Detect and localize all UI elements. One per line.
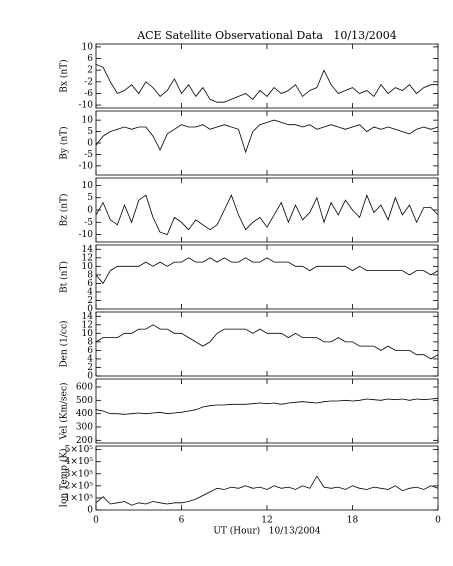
y-axis-label: Vel (Km/sec) [59, 382, 70, 440]
x-tick-label: 0 [435, 516, 441, 526]
y-tick-label: 5 [87, 193, 93, 203]
panel-frame [95, 110, 439, 176]
y-tick-label: -6 [84, 89, 93, 99]
y-axis-label: Ion Temp (K) [59, 448, 70, 507]
data-line [95, 397, 439, 415]
y-tick-label: 8 [87, 270, 93, 280]
y-tick-label: 2 [87, 296, 93, 306]
y-tick-label: -5 [84, 218, 93, 228]
data-line [95, 324, 439, 360]
panel-frame [95, 378, 439, 444]
y-tick-label: 500 [76, 396, 93, 406]
y-tick-label: 10 [82, 181, 94, 191]
y-tick-label: 0 [87, 506, 93, 516]
y-tick-label: 300 [76, 423, 93, 433]
data-line [95, 194, 439, 236]
y-tick-label: 14 [82, 312, 94, 322]
panel-frame [95, 244, 439, 310]
panel-frame [95, 445, 439, 511]
y-tick-label: 3×10⁵ [65, 469, 94, 479]
y-axis-label: Bz (nT) [59, 193, 70, 226]
y-tick-label: 1×10⁵ [65, 493, 94, 503]
data-line [95, 257, 439, 285]
y-tick-label: 0 [87, 139, 93, 149]
panel-frame [95, 43, 439, 109]
y-tick-label: 6 [87, 54, 93, 64]
data-line [95, 64, 438, 103]
y-tick-label: 10 [82, 329, 94, 339]
y-tick-label: 0 [87, 206, 93, 216]
chart-title: ACE Satellite Observational Data 10/13/2… [136, 29, 397, 42]
y-tick-label: 0 [87, 305, 93, 315]
y-tick-label: 600 [76, 383, 93, 393]
y-tick-label: 10 [82, 116, 94, 126]
y-axis-label: Den (1/cc) [59, 320, 70, 367]
y-tick-label: 6 [87, 346, 93, 356]
y-tick-label: -10 [79, 161, 94, 171]
y-tick-label: 8 [87, 337, 93, 347]
y-tick-label: 12 [82, 253, 93, 263]
y-tick-label: 2 [87, 363, 93, 373]
y-tick-label: 2 [87, 66, 93, 76]
y-axis-label: Bt (nT) [59, 261, 70, 293]
y-tick-label: 400 [76, 409, 93, 419]
x-tick-label: 18 [347, 516, 359, 526]
data-line [95, 119, 439, 154]
x-tick-label: 0 [93, 516, 99, 526]
y-tick-label: 4 [87, 354, 93, 364]
y-tick-label: 10 [82, 262, 94, 272]
y-tick-label: 4 [87, 287, 93, 297]
y-tick-label: 12 [82, 320, 93, 330]
y-tick-label: -10 [79, 230, 94, 240]
y-tick-label: 5 [87, 127, 93, 137]
y-tick-label: 5×10⁵ [65, 445, 94, 455]
y-tick-label: 0 [87, 372, 93, 382]
x-axis-label: UT (Hour) 10/13/2004 [213, 526, 321, 537]
panel-frame [95, 177, 439, 243]
y-tick-label: 6 [87, 279, 93, 289]
y-tick-label: 200 [76, 436, 93, 446]
y-tick-label: -5 [84, 150, 93, 160]
y-tick-label: 10 [82, 42, 94, 52]
y-tick-label: 2×10⁵ [65, 481, 94, 491]
y-tick-label: 4×10⁵ [65, 457, 94, 467]
y-axis-label: By (nT) [59, 126, 70, 159]
x-tick-label: 6 [179, 516, 185, 526]
y-axis-label: Bx (nT) [59, 59, 70, 92]
data-line [95, 475, 439, 506]
y-tick-label: 14 [82, 245, 94, 255]
panel-frame [95, 311, 439, 377]
x-tick-label: 12 [261, 516, 272, 526]
y-tick-label: -2 [84, 77, 93, 87]
y-tick-label: -10 [79, 101, 94, 111]
